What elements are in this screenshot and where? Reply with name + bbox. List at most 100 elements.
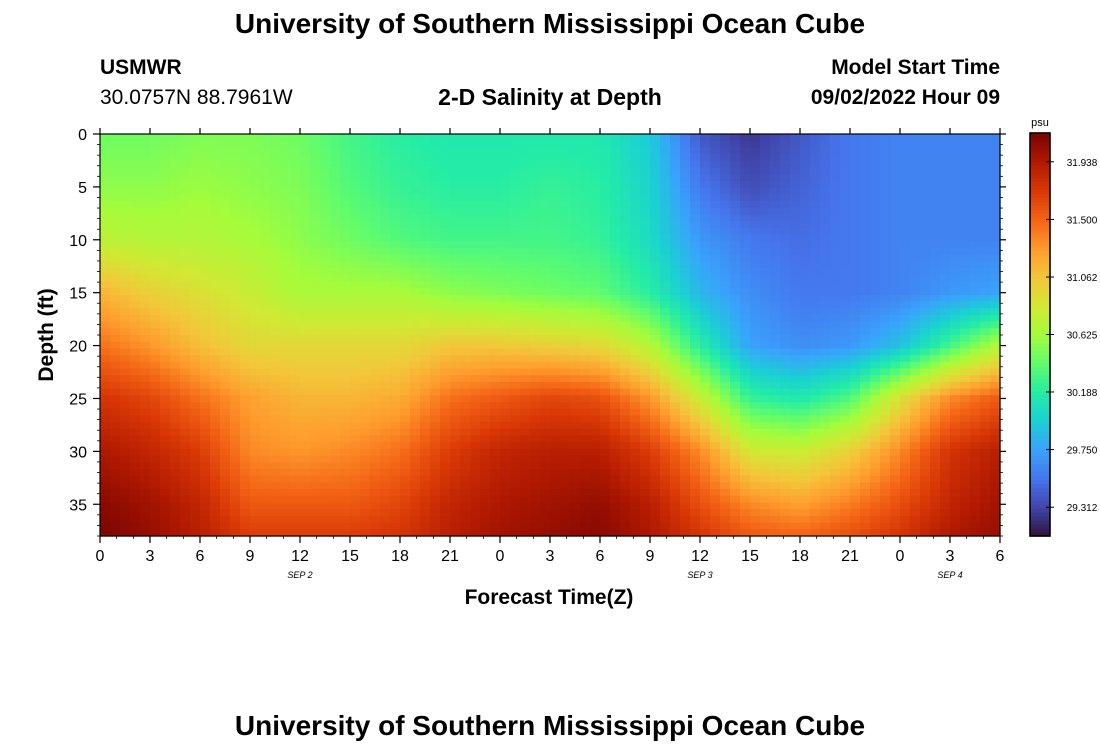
- heatmap-cell: [870, 180, 881, 189]
- heatmap-cell: [820, 341, 831, 349]
- heatmap-cell: [910, 227, 921, 236]
- heatmap-cell: [190, 174, 201, 182]
- heatmap-cell: [670, 341, 681, 349]
- heatmap-cell: [990, 495, 1001, 504]
- heatmap-cell: [200, 234, 211, 242]
- heatmap-cell: [860, 294, 871, 303]
- heatmap-cell: [750, 321, 761, 329]
- heatmap-cell: [170, 194, 181, 202]
- heatmap-cell: [330, 301, 341, 309]
- heatmap-cell: [530, 361, 541, 370]
- heatmap-cell: [400, 154, 411, 162]
- heatmap-cell: [260, 180, 271, 189]
- heatmap-cell: [640, 241, 651, 249]
- heatmap-cell: [480, 442, 491, 450]
- heatmap-cell: [720, 308, 731, 316]
- heatmap-cell: [320, 489, 331, 497]
- heatmap-cell: [360, 442, 371, 450]
- heatmap-cell: [630, 388, 641, 396]
- heatmap-cell: [920, 308, 931, 316]
- heatmap-cell: [350, 154, 361, 162]
- heatmap-cell: [190, 475, 201, 483]
- heatmap-cell: [650, 207, 661, 215]
- heatmap-cell: [240, 395, 251, 403]
- heatmap-cell: [980, 134, 991, 142]
- heatmap-cell: [830, 147, 841, 155]
- heatmap-cell: [650, 247, 661, 256]
- heatmap-cell: [870, 415, 881, 423]
- heatmap-cell: [320, 288, 331, 296]
- heatmap-cell: [440, 469, 451, 477]
- heatmap-cell: [210, 194, 221, 202]
- heatmap-cell: [260, 301, 271, 309]
- heatmap-cell: [740, 207, 751, 215]
- heatmap-cell: [470, 475, 481, 483]
- heatmap-cell: [750, 442, 761, 450]
- heatmap-cell: [230, 395, 241, 403]
- heatmap-cell: [450, 462, 461, 470]
- heatmap-cell: [700, 247, 711, 256]
- heatmap-cell: [330, 435, 341, 443]
- heatmap-cell: [660, 402, 671, 410]
- heatmap-cell: [800, 294, 811, 303]
- heatmap-cell: [270, 274, 281, 282]
- heatmap-cell: [660, 234, 671, 242]
- heatmap-cell: [730, 335, 741, 343]
- heatmap-cell: [450, 140, 461, 148]
- heatmap-cell: [820, 408, 831, 416]
- heatmap-cell: [830, 227, 841, 236]
- heatmap-cell: [200, 288, 211, 296]
- heatmap-cell: [620, 294, 631, 303]
- heatmap-cell: [370, 328, 381, 336]
- heatmap-cell: [160, 180, 171, 189]
- heatmap-cell: [160, 408, 171, 416]
- heatmap-cell: [940, 448, 951, 457]
- heatmap-cell: [270, 475, 281, 483]
- heatmap-cell: [170, 288, 181, 296]
- heatmap-cell: [200, 147, 211, 155]
- heatmap-cell: [760, 187, 771, 195]
- heatmap-cell: [470, 147, 481, 155]
- heatmap-cell: [770, 268, 781, 276]
- heatmap-cell: [410, 247, 421, 256]
- heatmap-cell: [190, 321, 201, 329]
- heatmap-cell: [920, 247, 931, 256]
- heatmap-cell: [480, 227, 491, 236]
- heatmap-cell: [610, 140, 621, 148]
- heatmap-cell: [640, 428, 651, 437]
- heatmap-cell: [950, 475, 961, 483]
- heatmap-cell: [590, 207, 601, 215]
- heatmap-cell: [110, 160, 121, 169]
- heatmap-cell: [260, 489, 271, 497]
- heatmap-cell: [640, 281, 651, 289]
- heatmap-cell: [740, 428, 751, 437]
- heatmap-cell: [710, 415, 721, 423]
- heatmap-cell: [820, 294, 831, 303]
- heatmap-cell: [910, 214, 921, 222]
- heatmap-cell: [290, 274, 301, 282]
- heatmap-cell: [930, 180, 941, 189]
- heatmap-cell: [210, 415, 221, 423]
- heatmap-cell: [980, 495, 991, 504]
- heatmap-cell: [560, 301, 571, 309]
- heatmap-cell: [520, 234, 531, 242]
- heatmap-cell: [850, 408, 861, 416]
- heatmap-cell: [240, 348, 251, 356]
- heatmap-cell: [620, 147, 631, 155]
- heatmap-cell: [450, 408, 461, 416]
- heatmap-cell: [120, 160, 131, 169]
- heatmap-cell: [690, 462, 701, 470]
- heatmap-cell: [980, 167, 991, 175]
- heatmap-cell: [460, 241, 471, 249]
- heatmap-cell: [100, 408, 111, 416]
- heatmap-cell: [760, 442, 771, 450]
- heatmap-cell: [380, 375, 391, 383]
- heatmap-cell: [130, 402, 141, 410]
- heatmap-cell: [710, 442, 721, 450]
- heatmap-cell: [350, 294, 361, 303]
- heatmap-cell: [670, 281, 681, 289]
- heatmap-cell: [490, 174, 501, 182]
- heatmap-cell: [860, 388, 871, 396]
- heatmap-cell: [360, 368, 371, 376]
- heatmap-cell: [290, 261, 301, 269]
